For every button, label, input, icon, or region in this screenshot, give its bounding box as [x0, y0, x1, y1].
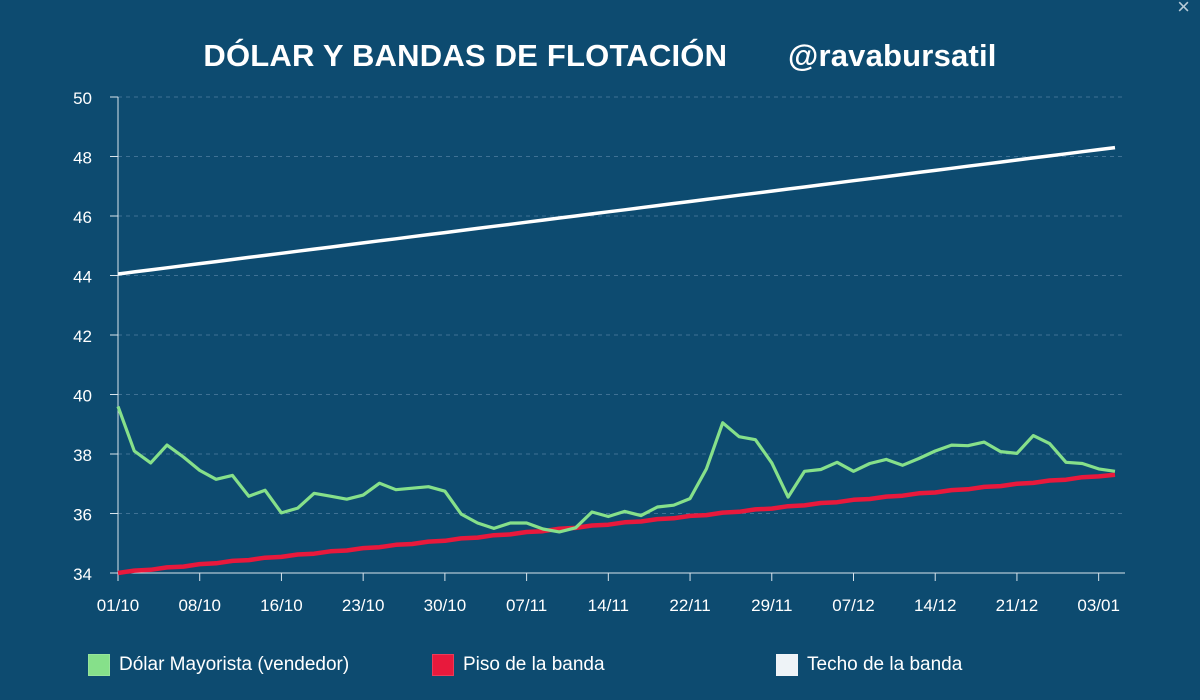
legend-item-piso[interactable]: Piso de la banda [432, 654, 605, 676]
close-icon[interactable]: × [1177, 0, 1190, 19]
y-tick-label: 42 [73, 327, 92, 346]
series-line-piso [117, 472, 1116, 576]
y-tick-label: 40 [73, 387, 92, 406]
y-tick-label: 38 [73, 446, 92, 465]
x-tick-label: 29/11 [751, 596, 792, 615]
axes [117, 97, 1125, 574]
series-lines [116, 145, 1116, 576]
x-tick-label: 07/11 [506, 596, 547, 615]
x-tick-label: 08/10 [178, 596, 221, 615]
chart-title-row: DÓLAR Y BANDAS DE FLOTACIÓN @ravabursati… [0, 38, 1200, 74]
y-axis-ticks: 34 36 38 40 42 44 46 48 50 [73, 89, 118, 584]
x-tick-label: 03/01 [1077, 596, 1120, 615]
y-tick-label: 50 [73, 89, 92, 108]
legend-label-dolar: Dólar Mayorista (vendedor) [119, 654, 350, 675]
line-chart: 34 36 38 40 42 44 46 48 50 01/10 08/10 16/10 23/10 3… [73, 89, 1125, 615]
x-tick-label: 16/10 [260, 596, 303, 615]
x-tick-label: 14/11 [588, 596, 629, 615]
grid-lines [118, 96, 1125, 514]
legend-label-piso: Piso de la banda [463, 654, 605, 675]
series-line-techo [117, 145, 1116, 276]
legend: Dólar Mayorista (vendedor) Piso de la ba… [0, 654, 1200, 682]
y-tick-label: 44 [73, 268, 92, 287]
legend-swatch-piso [432, 654, 454, 676]
y-tick-label: 36 [73, 506, 92, 525]
chart-title: DÓLAR Y BANDAS DE FLOTACIÓN [203, 38, 728, 73]
y-tick-label: 48 [73, 149, 92, 168]
x-tick-label: 21/12 [996, 596, 1039, 615]
x-tick-label: 30/10 [424, 596, 467, 615]
x-tick-label: 07/12 [832, 596, 875, 615]
legend-label-techo: Techo de la banda [807, 654, 963, 675]
author-handle: @ravabursatil [788, 38, 997, 73]
legend-item-dolar[interactable]: Dólar Mayorista (vendedor) [88, 654, 349, 676]
series-line-dolar [116, 405, 1116, 534]
x-tick-label: 14/12 [914, 596, 957, 615]
legend-swatch-dolar [88, 654, 110, 676]
y-tick-label: 34 [73, 565, 92, 584]
legend-swatch-techo [776, 654, 798, 676]
x-axis-ticks: 01/10 08/10 16/10 23/10 30/10 07/11 14/11 22/11… [97, 573, 1120, 615]
legend-item-techo[interactable]: Techo de la banda [776, 654, 962, 676]
x-tick-label: 01/10 [97, 596, 140, 615]
x-tick-label: 22/11 [669, 596, 710, 615]
y-tick-label: 46 [73, 208, 92, 227]
x-tick-label: 23/10 [342, 596, 385, 615]
